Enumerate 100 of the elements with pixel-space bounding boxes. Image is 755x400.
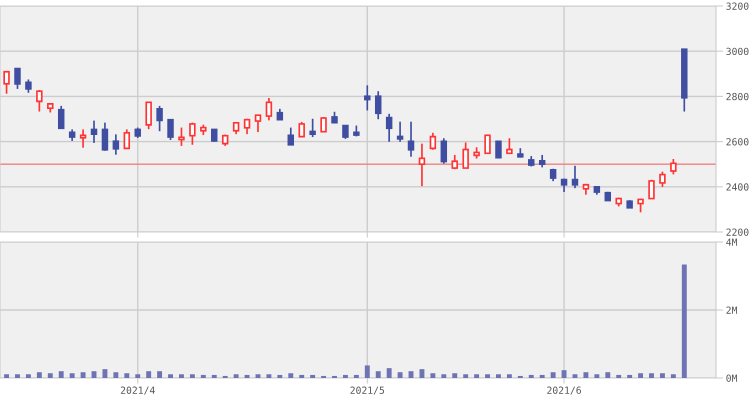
candlestick [200, 124, 207, 136]
bar [408, 371, 414, 378]
bar [168, 374, 173, 378]
y-tick-label: 2600 [726, 138, 749, 146]
bar [200, 374, 206, 378]
candlestick [266, 97, 272, 122]
bar [288, 373, 294, 378]
bar [58, 371, 64, 378]
bar [594, 374, 600, 378]
bar [430, 373, 436, 378]
y-tick-label: 2400 [726, 183, 749, 191]
candlestick [276, 108, 284, 122]
candlestick [648, 178, 655, 200]
candlestick [396, 120, 404, 143]
candlestick [550, 168, 556, 182]
candlestick [408, 120, 414, 158]
bar [670, 374, 676, 378]
candlestick [244, 118, 250, 135]
candlestick [320, 116, 327, 132]
bar [540, 374, 545, 378]
candlestick [124, 128, 130, 150]
bar [354, 374, 359, 378]
bar [572, 374, 578, 378]
bar [310, 374, 316, 378]
candlestick [25, 78, 32, 94]
candlestick [254, 114, 262, 133]
bar [660, 373, 665, 378]
candlestick [637, 198, 644, 214]
bar [212, 374, 217, 378]
candlestick [430, 132, 436, 151]
candlestick [670, 158, 677, 176]
candlestick [189, 122, 196, 146]
bar [266, 374, 272, 378]
bar [496, 374, 501, 378]
candlestick [506, 137, 513, 154]
candlestick [145, 101, 152, 130]
bar [244, 374, 250, 378]
y-tick-label: 2M [726, 306, 738, 314]
bar [419, 369, 424, 378]
bar [146, 371, 152, 378]
candlestick [473, 146, 480, 160]
candlestick [452, 154, 458, 170]
bar [605, 372, 610, 378]
bar [682, 264, 687, 378]
candlestick [386, 112, 392, 143]
candlestick [232, 122, 240, 135]
candlestick [211, 128, 218, 143]
bar [506, 374, 512, 378]
candlestick [495, 140, 502, 160]
bar [234, 374, 239, 378]
bar [441, 374, 446, 378]
bar [528, 374, 534, 378]
candlestick [58, 105, 64, 130]
bar [550, 372, 556, 378]
bar [376, 371, 381, 378]
bar [92, 371, 96, 378]
candlestick [538, 154, 546, 168]
bar [113, 372, 118, 378]
candlestick [14, 68, 21, 90]
candlestick [80, 128, 86, 149]
bar [124, 373, 130, 378]
bar [364, 365, 370, 378]
bar [386, 368, 392, 378]
candlestick [440, 137, 448, 164]
bar [299, 374, 304, 378]
candlestick [560, 178, 568, 193]
bar [26, 374, 31, 378]
x-tick-label: 2021/5 [350, 386, 384, 395]
bar [452, 373, 458, 378]
bar [190, 374, 195, 378]
candlestick [418, 142, 426, 187]
bar [70, 373, 75, 378]
bar [616, 374, 622, 378]
bar [15, 374, 20, 378]
x-tick-label: 2021/4 [120, 386, 155, 395]
bar [562, 370, 567, 378]
bar [342, 374, 348, 378]
bar [649, 373, 654, 378]
bar [277, 374, 282, 378]
candlestick [353, 124, 360, 138]
candlestick [68, 128, 76, 142]
candlestick [528, 155, 534, 168]
candlestick [659, 170, 666, 188]
candlestick [3, 70, 10, 95]
bar [485, 374, 490, 378]
bar [583, 372, 588, 378]
candlestick [178, 126, 185, 147]
bar [256, 374, 260, 378]
candlestick [572, 164, 578, 189]
candlestick [309, 118, 316, 138]
y-tick-label: 3200 [726, 2, 749, 10]
bar [48, 373, 53, 378]
candlestick [36, 89, 43, 112]
candlestick [102, 122, 108, 152]
candlestick [134, 126, 141, 139]
bar [80, 372, 86, 378]
bar [463, 374, 468, 378]
bar [638, 373, 644, 378]
bar [627, 374, 632, 378]
candlestick [90, 120, 98, 144]
